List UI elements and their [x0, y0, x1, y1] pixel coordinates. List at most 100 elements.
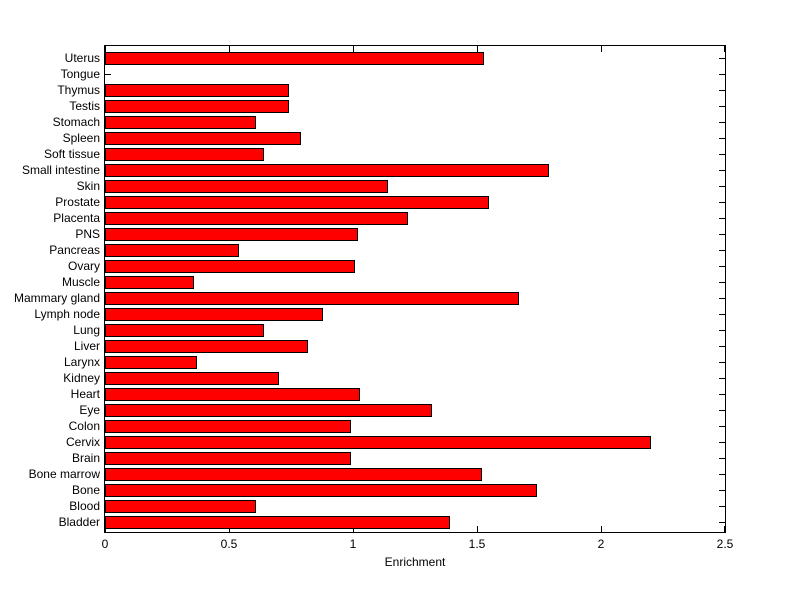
- bar-thymus: [105, 84, 289, 97]
- bar-small-intestine: [105, 164, 549, 177]
- x-tick-1-5: [476, 526, 478, 532]
- x-tick-label-0: 0: [101, 537, 109, 551]
- y-tick-label-spleen: Spleen: [62, 131, 100, 145]
- y-tick-label-blood: Blood: [69, 499, 100, 513]
- y-tick-label-uterus: Uterus: [64, 51, 100, 65]
- x-tick-1: [352, 46, 354, 52]
- bar-lung: [105, 324, 264, 337]
- bar-testis: [105, 100, 289, 113]
- y-tick-small-intestine: [719, 169, 725, 171]
- y-tick-label-mammary-gland: Mammary gland: [13, 291, 100, 305]
- y-tick-liver: [719, 345, 725, 347]
- bar-muscle: [105, 276, 194, 289]
- bar-kidney: [105, 372, 279, 385]
- y-tick-label-pns: PNS: [75, 227, 100, 241]
- y-tick-lung: [719, 329, 725, 331]
- x-tick-2: [600, 526, 602, 532]
- y-tick-label-testis: Testis: [69, 99, 100, 113]
- y-tick-label-thymus: Thymus: [57, 83, 100, 97]
- x-tick-1: [352, 526, 354, 532]
- y-tick-label-soft-tissue: Soft tissue: [43, 147, 100, 161]
- x-tick-label-0-5: 0.5: [220, 537, 238, 551]
- x-tick-label-2: 2: [597, 537, 605, 551]
- bar-bone: [105, 484, 537, 497]
- y-tick-pns: [719, 233, 725, 235]
- y-tick-bone-marrow: [719, 473, 725, 475]
- bar-mammary-gland: [105, 292, 519, 305]
- y-tick-label-larynx: Larynx: [63, 355, 100, 369]
- y-tick-muscle: [719, 281, 725, 283]
- x-tick-label-1-5: 1.5: [468, 537, 486, 551]
- bar-liver: [105, 340, 308, 353]
- y-tick-cervix: [719, 441, 725, 443]
- bar-uterus: [105, 52, 484, 65]
- y-tick-label-brain: Brain: [71, 451, 100, 465]
- y-tick-brain: [719, 457, 725, 459]
- y-tick-bladder: [719, 521, 725, 523]
- y-tick-thymus: [719, 89, 725, 91]
- y-tick-label-stomach: Stomach: [52, 115, 100, 129]
- y-tick-tongue: [719, 73, 725, 75]
- bar-ovary: [105, 260, 355, 273]
- y-tick-label-bladder: Bladder: [58, 515, 100, 529]
- y-tick-label-muscle: Muscle: [61, 275, 100, 289]
- bar-cervix: [105, 436, 651, 449]
- y-tick-kidney: [719, 377, 725, 379]
- y-tick-label-liver: Liver: [73, 339, 100, 353]
- x-tick-2-5: [724, 526, 725, 532]
- x-tick-2: [600, 46, 602, 52]
- y-tick-label-lymph-node: Lymph node: [34, 307, 100, 321]
- y-tick-bone: [719, 489, 725, 491]
- bar-bone-marrow: [105, 468, 482, 481]
- x-tick-label-1: 1: [349, 537, 357, 551]
- y-tick-pancreas: [719, 249, 725, 251]
- x-tick-1-5: [476, 46, 478, 52]
- x-tick-0: [105, 46, 106, 52]
- bar-prostate: [105, 196, 489, 209]
- x-tick-label-2-5: 2.5: [716, 537, 734, 551]
- y-tick-label-skin: Skin: [76, 179, 100, 193]
- y-tick-blood: [719, 505, 725, 507]
- y-tick-larynx: [719, 361, 725, 363]
- bar-colon: [105, 420, 351, 433]
- y-tick-lymph-node: [719, 313, 725, 315]
- plot-area: [104, 45, 726, 533]
- x-tick-2-5: [724, 46, 725, 52]
- bar-skin: [105, 180, 388, 193]
- bar-brain: [105, 452, 351, 465]
- y-tick-label-kidney: Kidney: [63, 371, 100, 385]
- bar-larynx: [105, 356, 197, 369]
- y-tick-label-bone-marrow: Bone marrow: [28, 467, 100, 481]
- bar-heart: [105, 388, 360, 401]
- y-tick-colon: [719, 425, 725, 427]
- y-tick-heart: [719, 393, 725, 395]
- y-tick-label-pancreas: Pancreas: [49, 243, 100, 257]
- y-tick-label-bone: Bone: [71, 483, 100, 497]
- x-axis-title: Enrichment: [384, 555, 446, 569]
- y-tick-tongue: [105, 73, 111, 75]
- bar-blood: [105, 500, 256, 513]
- x-tick-0-5: [228, 46, 230, 52]
- y-tick-label-lung: Lung: [73, 323, 100, 337]
- y-tick-label-eye: Eye: [79, 403, 100, 417]
- bar-spleen: [105, 132, 301, 145]
- y-tick-spleen: [719, 137, 725, 139]
- y-tick-ovary: [719, 265, 725, 267]
- y-tick-label-heart: Heart: [70, 387, 100, 401]
- y-tick-label-tongue: Tongue: [60, 67, 100, 81]
- y-tick-mammary-gland: [719, 297, 725, 299]
- x-tick-0: [105, 526, 106, 532]
- bar-placenta: [105, 212, 408, 225]
- y-tick-prostate: [719, 201, 725, 203]
- bar-bladder: [105, 516, 450, 529]
- x-tick-0-5: [228, 526, 230, 532]
- y-tick-label-small-intestine: Small intestine: [21, 163, 100, 177]
- y-tick-eye: [719, 409, 725, 411]
- y-tick-label-ovary: Ovary: [67, 259, 100, 273]
- y-tick-stomach: [719, 121, 725, 123]
- bar-pns: [105, 228, 358, 241]
- y-tick-label-placenta: Placenta: [53, 211, 100, 225]
- y-tick-soft-tissue: [719, 153, 725, 155]
- bar-lymph-node: [105, 308, 323, 321]
